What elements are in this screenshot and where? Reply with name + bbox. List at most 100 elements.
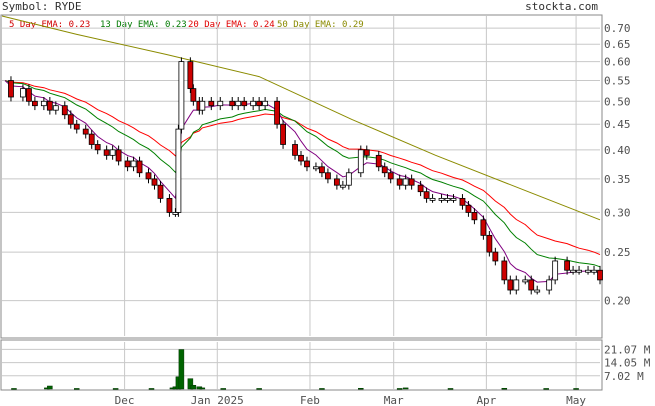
candle-body <box>217 100 224 107</box>
date-label: Apr <box>476 394 496 406</box>
candle-body <box>292 144 298 156</box>
price-tick-label: 0.20 <box>604 295 631 308</box>
candle-body <box>381 166 388 174</box>
volume-bar <box>199 387 206 390</box>
candle-body <box>151 178 158 186</box>
candle-body <box>40 100 47 107</box>
volume-bar <box>396 388 403 390</box>
volume-axis: 7.02 M14.05 M21.07 M <box>604 343 651 382</box>
volume-bar <box>148 388 155 390</box>
candle-body <box>26 88 32 102</box>
volume-grid <box>2 342 600 389</box>
candle-body <box>241 100 248 107</box>
price-tick-label: 0.65 <box>604 38 631 51</box>
candle-body <box>534 289 541 293</box>
volume-bar <box>358 387 364 390</box>
legend-ema50: 50 Day EMA: 0.29 <box>277 20 364 30</box>
candle-body <box>465 204 472 213</box>
candle-body <box>256 100 263 107</box>
date-label: Jan 2025 <box>191 394 244 406</box>
candle-body <box>115 149 122 162</box>
price-axis: 0.20 0.25 0.30 0.35 0.40 0.45 0.50 0.55 0.60 0.65… <box>604 22 631 308</box>
volume-panel-frame <box>0 339 603 391</box>
candle-body <box>208 100 215 107</box>
volume-bar <box>447 388 454 390</box>
brand-name[interactable]: stockta.com <box>525 0 598 13</box>
price-tick-label: 0.60 <box>604 56 631 69</box>
price-tick-label: 0.55 <box>604 75 631 88</box>
candle-body <box>585 269 591 273</box>
volume-tick-label: 21.07 M <box>604 343 651 356</box>
volume-bar <box>112 388 119 390</box>
volume-bar <box>74 388 80 390</box>
candle-body <box>438 197 445 201</box>
ema13-line <box>4 80 601 268</box>
candle-body <box>73 123 80 130</box>
candle-body <box>61 105 68 116</box>
candle-body <box>552 260 559 281</box>
volume-bar <box>319 388 325 390</box>
candle-body <box>31 100 38 107</box>
candle-body <box>375 154 382 168</box>
volume-bars <box>11 349 579 390</box>
price-tick-label: 0.70 <box>604 22 631 35</box>
volume-bar <box>220 388 227 390</box>
symbol-label: Symbol: RYDE <box>2 0 81 13</box>
candle-body <box>528 279 535 291</box>
volume-bar <box>11 388 17 390</box>
candle-body <box>459 197 466 206</box>
price-panel-frame <box>0 14 603 339</box>
volume-bar <box>47 385 53 390</box>
candle-body <box>67 114 74 125</box>
candle-body <box>304 160 310 168</box>
volume-bar <box>187 378 194 390</box>
candle-body <box>576 269 582 273</box>
candle-body <box>597 269 603 281</box>
candle-body <box>357 149 364 174</box>
volume-bar <box>501 387 508 390</box>
candle-body <box>387 172 394 180</box>
candle-body <box>325 172 331 180</box>
candle-body <box>187 61 194 90</box>
candle-body <box>274 100 280 125</box>
volume-panel: 7.02 M14.05 M21.07 M <box>0 339 651 391</box>
candle-body <box>46 100 53 111</box>
candle-body <box>145 172 152 180</box>
candle-body <box>522 279 529 283</box>
candle-body <box>178 61 185 130</box>
ema50-line <box>1 15 601 221</box>
candle-body <box>94 144 101 151</box>
candle-body <box>507 279 514 291</box>
candle-body <box>480 219 487 236</box>
candle-body <box>229 100 236 107</box>
candle-body <box>345 172 352 186</box>
price-grid <box>2 16 600 336</box>
ema5-line <box>4 80 601 283</box>
candle-body <box>513 279 520 291</box>
volume-tick-label: 7.02 M <box>604 370 644 383</box>
candle-body <box>492 251 499 262</box>
candle-body <box>103 149 110 156</box>
price-tick-label: 0.25 <box>604 246 631 259</box>
candle-body <box>52 105 59 111</box>
candle-body <box>175 128 182 213</box>
date-label: Dec <box>115 394 135 406</box>
candle-body <box>20 88 26 98</box>
candle-body <box>136 160 143 174</box>
candle-body <box>235 100 242 107</box>
candle-body <box>417 184 424 193</box>
candle-body <box>501 260 508 281</box>
candle-body <box>396 178 403 186</box>
candle-body <box>262 100 269 107</box>
price-tick-label: 0.40 <box>604 144 631 157</box>
candle-body <box>591 269 597 273</box>
candle-body <box>429 197 436 201</box>
candle-body <box>313 166 319 170</box>
volume-tick-label: 14.05 M <box>604 357 651 370</box>
volume-bar <box>402 387 409 390</box>
candle-body <box>109 149 116 156</box>
candle-body <box>471 212 478 221</box>
candle-body <box>298 154 304 162</box>
candle-body <box>124 160 131 168</box>
